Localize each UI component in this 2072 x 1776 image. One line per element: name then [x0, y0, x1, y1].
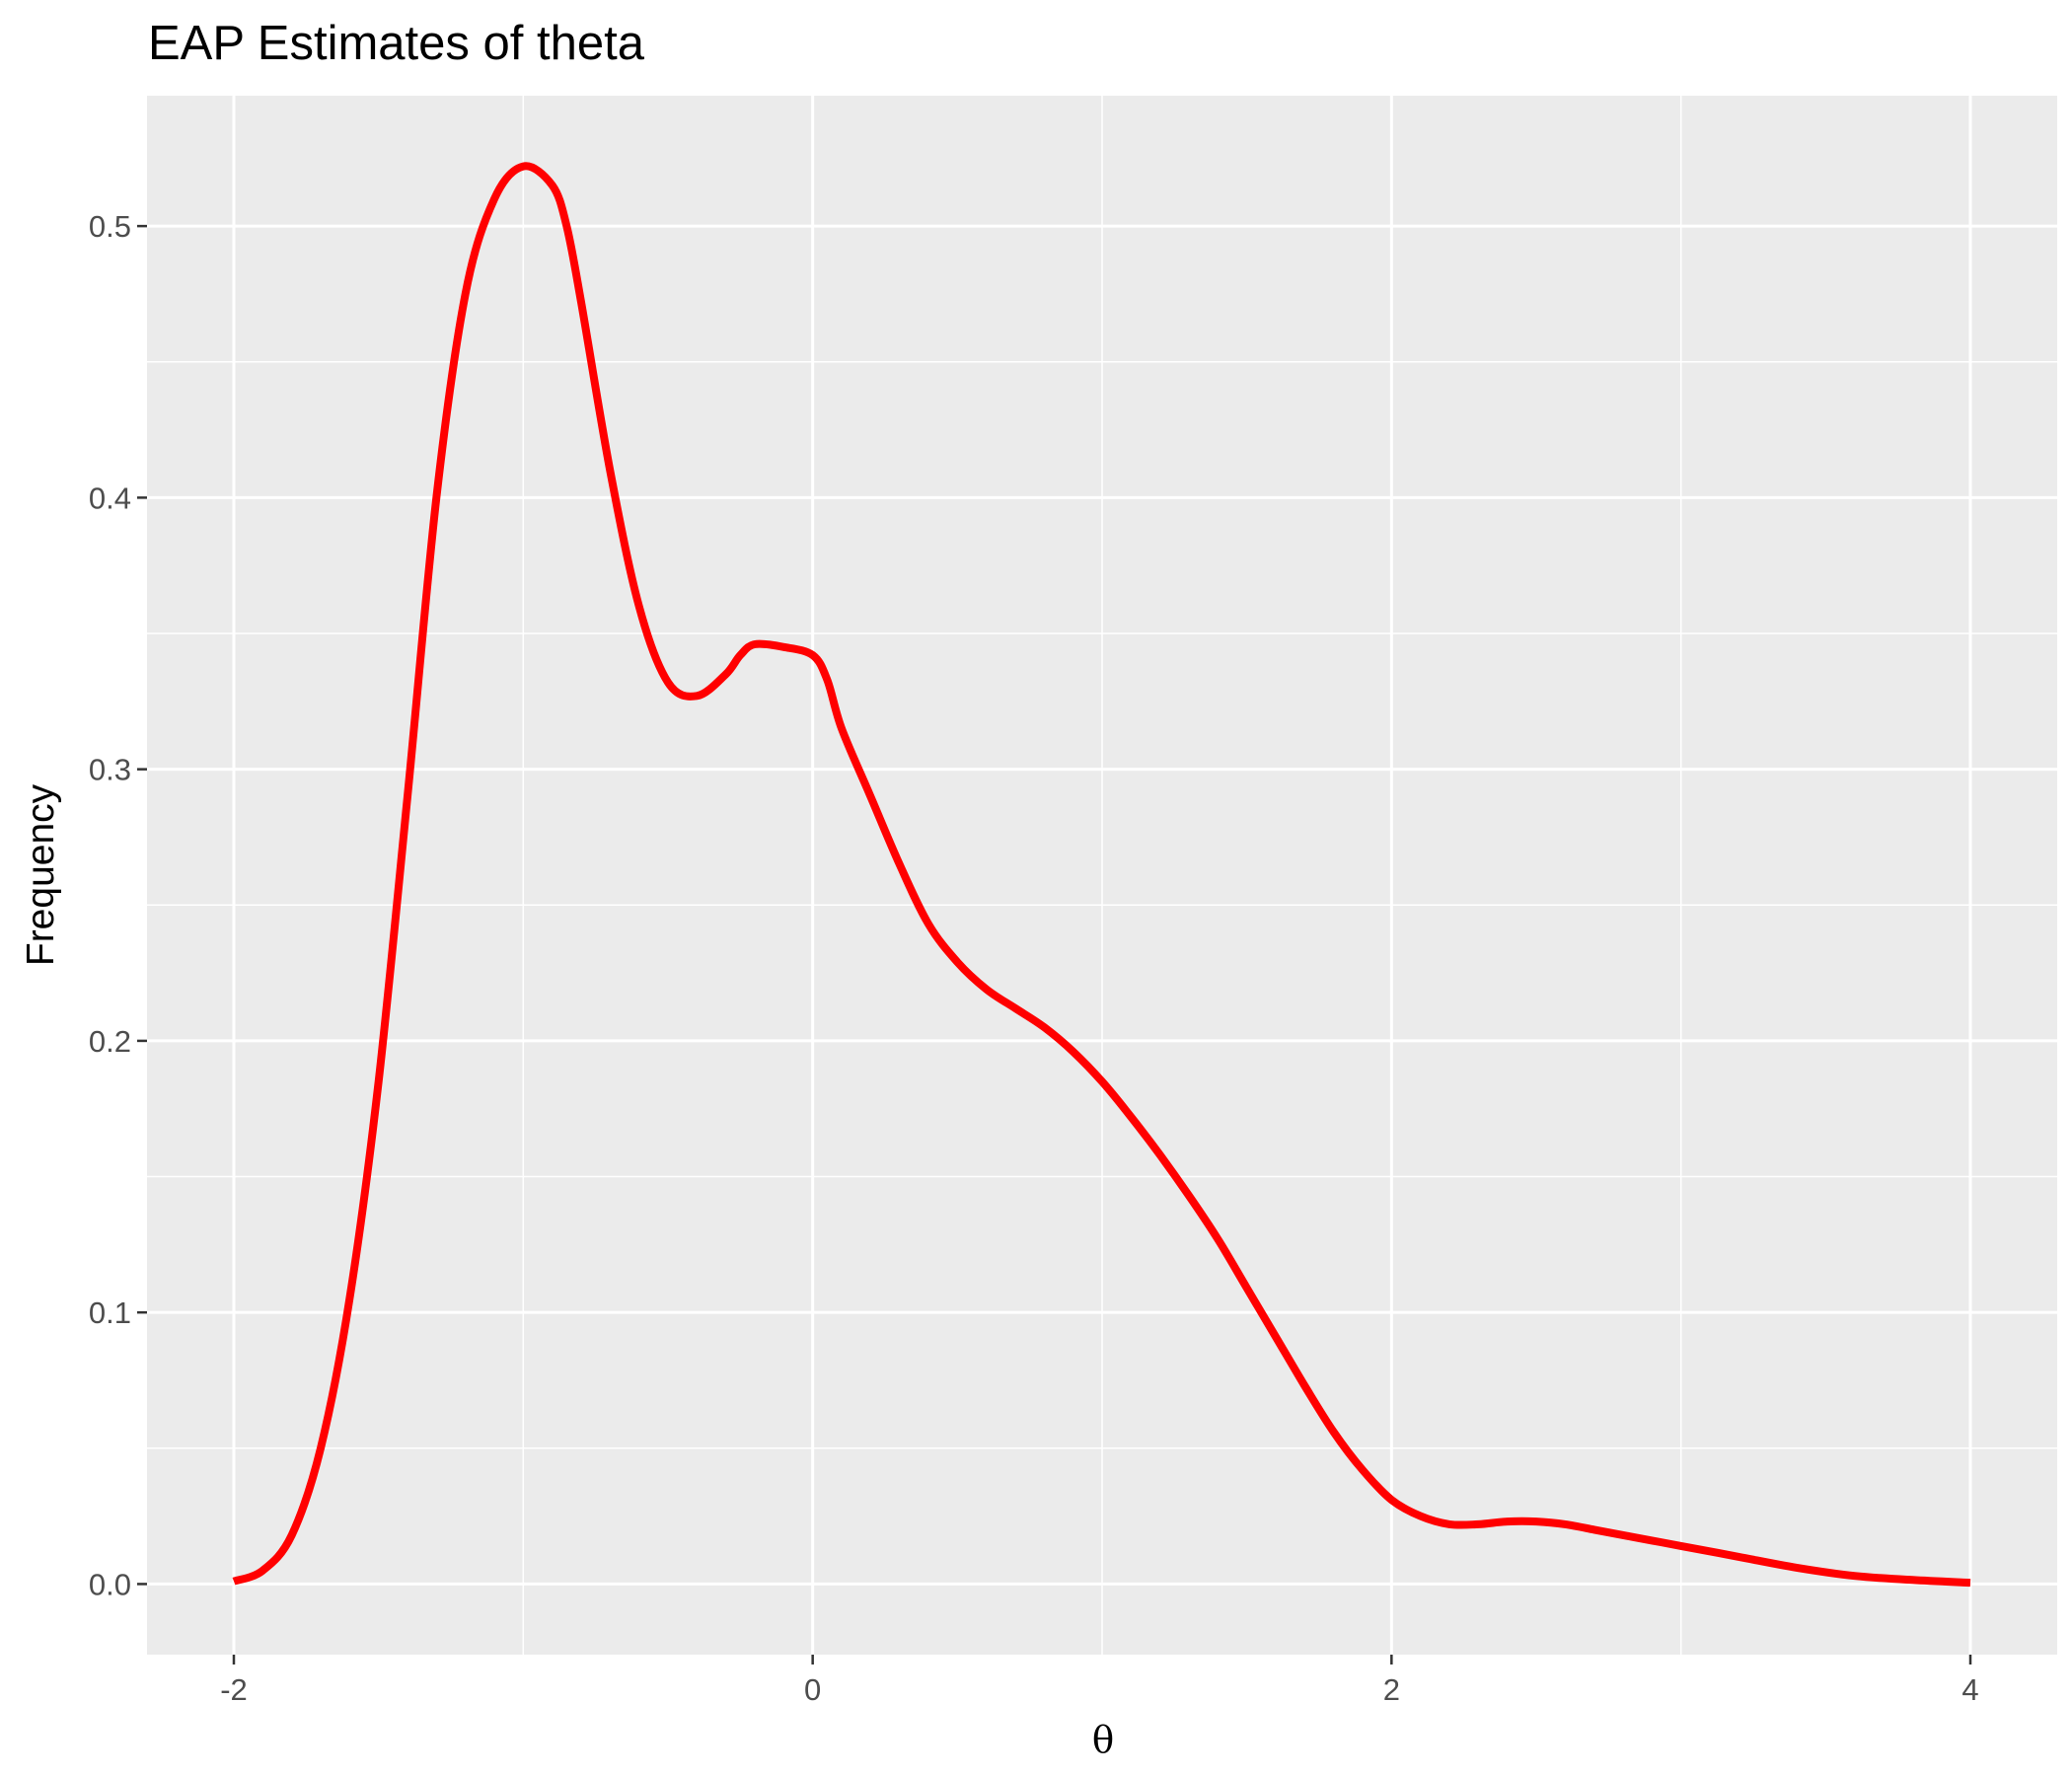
- y-tick-label: 0.5: [89, 209, 131, 244]
- y-tick-label: 0.3: [89, 753, 131, 787]
- y-axis: 0.0 0.1 0.2 0.3 0.4 0.5: [89, 209, 147, 1601]
- x-tick-label: 0: [804, 1672, 821, 1707]
- density-line: [232, 162, 1971, 1588]
- x-tick-label: 4: [1961, 1672, 1978, 1707]
- chart-title: EAP Estimates of theta: [148, 17, 645, 70]
- x-tick-label: -2: [220, 1672, 248, 1707]
- y-tick-label: 0.1: [89, 1295, 131, 1330]
- minor-gridlines: [147, 96, 2057, 1655]
- x-tick-label: 2: [1383, 1672, 1400, 1707]
- x-axis: -2 0 2 4: [220, 1655, 1979, 1707]
- x-axis-title: θ: [1092, 1719, 1114, 1761]
- major-gridlines: [147, 96, 2057, 1655]
- y-tick-label: 0.4: [89, 481, 131, 515]
- y-axis-title: Frequency: [20, 783, 62, 966]
- y-tick-label: 0.0: [89, 1567, 131, 1601]
- y-tick-label: 0.2: [89, 1024, 131, 1059]
